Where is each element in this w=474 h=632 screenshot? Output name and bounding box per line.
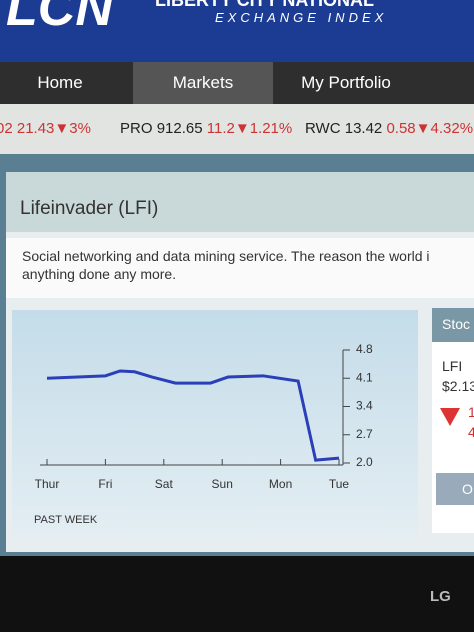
ticker-percent: 1.21% [249, 120, 293, 137]
title-bar: Lifeinvader (LFI) [6, 172, 474, 232]
side-change: 1 [468, 404, 474, 420]
price-line [46, 369, 340, 462]
ticker-percent: 4.32% [430, 120, 474, 137]
description-line: anything done any more. [22, 266, 177, 282]
chart: 2.0 2.7 3.4 4.1 4.8 Thur Fri Sat Sun Mon Tue PAST W… [12, 310, 418, 540]
ticker-price: 13.42 [344, 120, 383, 137]
y-tick-label: 2.7 [356, 427, 373, 441]
x-tick-label: Sun [212, 477, 233, 491]
side-header: Stoc [432, 308, 474, 342]
y-tick-label: 4.1 [356, 370, 373, 384]
description: Social networking and data mining servic… [6, 238, 474, 298]
x-tick-label: Tue [329, 477, 350, 491]
ticker-item: PRO 912.65 11.2▼1.21% [120, 120, 293, 137]
site-subtitle: EXCHANGE INDEX [215, 10, 388, 25]
x-tick-label: Fri [98, 477, 112, 491]
nav-home[interactable]: Home [37, 73, 83, 92]
ticker-price: 912.65 [156, 120, 203, 137]
ticker-price: 02 21.43 [0, 120, 55, 137]
chart-background [12, 310, 418, 540]
x-tick-label: Mon [269, 477, 292, 491]
side-header-text: Stoc [442, 316, 471, 332]
ticker-item: RWC 13.42 0.58▼4.32% [305, 120, 474, 137]
brand: LG [430, 588, 451, 605]
down-arrow [440, 408, 460, 426]
ticker-symbol: PRO [120, 120, 153, 137]
header: LCN LIBERTY CITY NATIONAL EXCHANGE INDEX [0, 0, 474, 62]
logo: LCN [6, 0, 113, 37]
ticker-change: 11.2 [206, 120, 235, 137]
x-tick-label: Sat [155, 477, 174, 491]
ticker-symbol: RWC [305, 120, 341, 137]
y-tick-label: 3.4 [356, 399, 373, 413]
site-name: LIBERTY CITY NATIONAL [155, 0, 375, 10]
nav-portfolio[interactable]: My Portfolio [301, 73, 391, 92]
description-line: Social networking and data mining servic… [22, 248, 430, 264]
side-button[interactable]: O [436, 473, 474, 505]
monitor-bezel: LG [0, 556, 474, 632]
stock-title: Lifeinvader (LFI) [20, 198, 159, 219]
side-button-text: O [462, 481, 473, 497]
ticker-change: 0.58 [386, 120, 416, 137]
side-price: $2.13 [442, 378, 474, 394]
side-panel: Stoc LFI $2.13 1 4 O [432, 308, 474, 533]
ticker-bar: 02 21.43▼3% PRO 912.65 11.2▼1.21% RWC 13… [0, 104, 474, 154]
ticker-change: 3% [69, 120, 91, 137]
y-tick-label: 2.0 [356, 455, 373, 469]
side-percent: 4 [468, 424, 474, 440]
y-tick-label: 4.8 [356, 342, 373, 356]
x-tick-label: Thur [35, 477, 60, 491]
ticker-item: 02 21.43▼3% [0, 104, 91, 154]
chart-note: PAST WEEK [34, 514, 98, 526]
side-symbol: LFI [442, 358, 463, 374]
nav-markets[interactable]: Markets [133, 62, 273, 104]
